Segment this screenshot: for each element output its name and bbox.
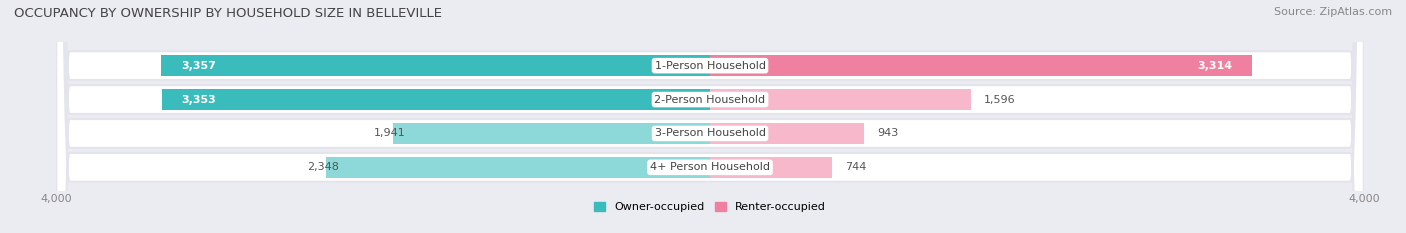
FancyBboxPatch shape	[56, 0, 1364, 233]
Text: 4+ Person Household: 4+ Person Household	[650, 162, 770, 172]
Text: 3,353: 3,353	[181, 95, 217, 105]
Bar	[710, 89, 972, 110]
Text: 3-Person Household: 3-Person Household	[655, 128, 765, 138]
Bar	[710, 123, 865, 144]
Bar	[710, 55, 1251, 76]
Legend: Owner-occupied, Renter-occupied: Owner-occupied, Renter-occupied	[593, 202, 827, 212]
FancyBboxPatch shape	[56, 0, 1364, 233]
Text: 744: 744	[845, 162, 866, 172]
Bar	[710, 157, 831, 178]
Text: 1,941: 1,941	[374, 128, 406, 138]
Text: 1-Person Household: 1-Person Household	[655, 61, 765, 71]
Text: 3,314: 3,314	[1197, 61, 1232, 71]
Text: 1,596: 1,596	[984, 95, 1015, 105]
FancyBboxPatch shape	[56, 0, 1364, 233]
Bar	[162, 55, 710, 76]
Text: 2-Person Household: 2-Person Household	[654, 95, 766, 105]
Bar	[162, 89, 710, 110]
Text: 3,357: 3,357	[181, 61, 217, 71]
Text: Source: ZipAtlas.com: Source: ZipAtlas.com	[1274, 7, 1392, 17]
Text: 943: 943	[877, 128, 898, 138]
Text: 2,348: 2,348	[308, 162, 339, 172]
Bar	[392, 123, 710, 144]
FancyBboxPatch shape	[56, 0, 1364, 233]
Text: OCCUPANCY BY OWNERSHIP BY HOUSEHOLD SIZE IN BELLEVILLE: OCCUPANCY BY OWNERSHIP BY HOUSEHOLD SIZE…	[14, 7, 441, 20]
Bar	[326, 157, 710, 178]
